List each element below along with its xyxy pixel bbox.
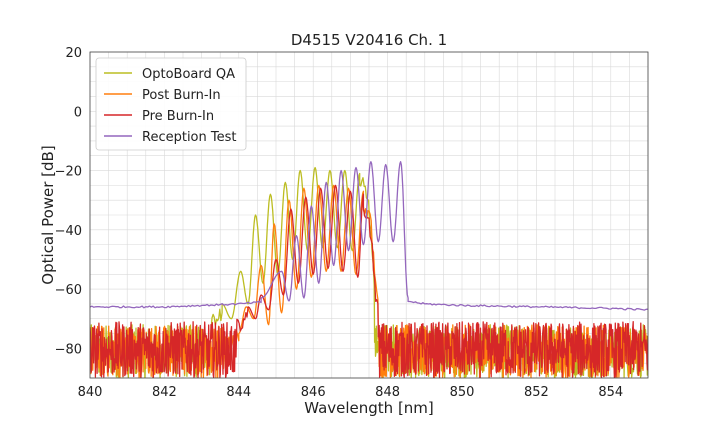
- x-tick-label: 852: [524, 385, 549, 400]
- series-lines: [90, 161, 648, 378]
- y-axis-title: Optical Power [dB]: [39, 145, 57, 284]
- y-tick-label: 20: [65, 46, 82, 61]
- axis-ticks: 840 842 844 846 848 850 852 854 20 0 −20 −40 −60 −80: [55, 46, 624, 400]
- plot-frame: [89, 51, 649, 379]
- series-line-reception-test: [90, 161, 648, 311]
- x-tick-label: 848: [375, 385, 400, 400]
- x-tick-label: 844: [226, 385, 251, 400]
- y-tick-label: 0: [74, 105, 82, 120]
- legend-label: OptoBoard QA: [142, 67, 235, 82]
- y-tick-label: −60: [55, 283, 82, 298]
- y-tick-label: −20: [55, 165, 82, 180]
- chart-title: D4515 V20416 Ch. 1: [291, 31, 447, 49]
- x-tick-label: 842: [152, 385, 177, 400]
- x-tick-label: 854: [598, 385, 623, 400]
- x-axis-title: Wavelength [nm]: [304, 399, 434, 417]
- y-tick-label: −40: [55, 224, 82, 239]
- x-tick-label: 840: [78, 385, 103, 400]
- series-line-pre-burn-in: [90, 184, 648, 378]
- x-tick-label: 846: [301, 385, 326, 400]
- legend-label: Pre Burn-In: [142, 109, 214, 124]
- y-tick-label: −80: [55, 342, 82, 357]
- legend-label: Reception Test: [142, 130, 236, 145]
- x-tick-label: 850: [450, 385, 475, 400]
- legend-label: Post Burn-In: [142, 88, 221, 103]
- series-line-post-burn-in: [90, 184, 648, 378]
- legend: OptoBoard QA Post Burn-In Pre Burn-In Recep…: [95, 57, 247, 151]
- legend-box: [95, 57, 247, 151]
